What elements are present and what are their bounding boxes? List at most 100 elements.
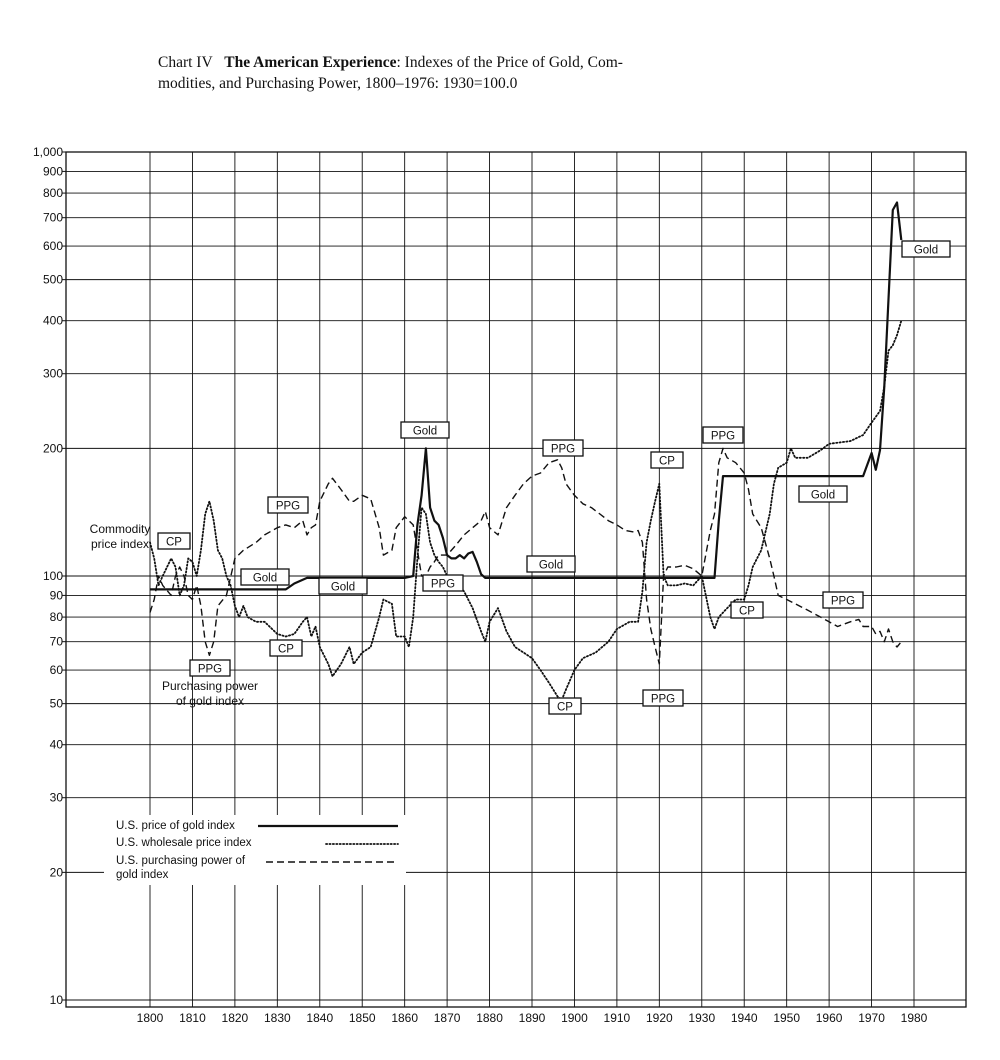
annotation-cp: CP — [157, 532, 191, 550]
legend-label: U.S. price of gold index — [116, 820, 235, 832]
annotation-box — [822, 591, 864, 609]
y-tick-label: 900 — [43, 164, 63, 178]
annotation-ppg: PPG — [422, 574, 464, 592]
legend-label: U.S. wholesale price index — [116, 837, 252, 849]
x-tick-label: 1880 — [476, 1011, 503, 1025]
annotation-box — [901, 240, 951, 258]
annotation-text: PPG — [198, 664, 222, 676]
x-tick-label: 1940 — [731, 1011, 758, 1025]
series-lines — [149, 201, 903, 701]
y-tick-label: 200 — [43, 441, 63, 455]
x-tick-label: 1920 — [646, 1011, 673, 1025]
ppg-label-line2: of gold index — [176, 694, 244, 708]
y-tick-label: 800 — [43, 186, 63, 200]
annotation-text: Gold — [253, 573, 277, 585]
annotation-box — [730, 601, 764, 619]
annotation-text: PPG — [551, 444, 575, 456]
annotation-box — [702, 426, 744, 444]
legend-entry: U.S. purchasing power of gold index — [116, 855, 398, 881]
annotation-gold: Gold — [400, 421, 450, 439]
annotation-ppg: PPG — [702, 426, 744, 444]
annotation-box — [798, 485, 848, 503]
annotation-gold: Gold — [798, 485, 848, 503]
annotation-text: CP — [278, 644, 294, 656]
x-tick-label: 1820 — [222, 1011, 249, 1025]
annotation-box — [318, 577, 368, 595]
annotation-ppg: PPG — [267, 496, 309, 514]
y-tick-label: 10 — [50, 993, 64, 1007]
legend-entry: U.S. wholesale price index — [116, 837, 399, 849]
ppg-label-line1: Purchasing power — [162, 679, 258, 693]
annotation-box — [157, 532, 191, 550]
annotation-text: Gold — [811, 490, 835, 502]
y-tick-label: 600 — [43, 239, 63, 253]
y-tick-label: 1,000 — [33, 145, 63, 159]
plot-frame — [65, 151, 967, 1008]
annotation-text: PPG — [276, 501, 300, 513]
y-tick-label: 50 — [50, 697, 64, 711]
x-tick-label: 1910 — [604, 1011, 631, 1025]
y-tick-label: 300 — [43, 367, 63, 381]
x-tick-label: 1960 — [816, 1011, 843, 1025]
x-tick-label: 1830 — [264, 1011, 291, 1025]
annotation-ppg: PPG — [822, 591, 864, 609]
annotation-text: Gold — [914, 245, 938, 257]
annotation-box — [422, 574, 464, 592]
annotation-gold: Gold — [526, 555, 576, 573]
x-tick-label: 1970 — [858, 1011, 885, 1025]
x-tick-label: 1900 — [561, 1011, 588, 1025]
annotation-text: CP — [659, 456, 675, 468]
annotation-box — [650, 451, 684, 469]
annotation-text: PPG — [711, 431, 735, 443]
x-tick-label: 1860 — [391, 1011, 418, 1025]
x-tick-label: 1800 — [137, 1011, 164, 1025]
annotation-text: CP — [166, 537, 182, 549]
commodity-price-label-line2: price index — [91, 537, 149, 551]
annotation-gold: Gold — [240, 568, 290, 586]
x-tick-label: 1980 — [901, 1011, 928, 1025]
annotation-text: Gold — [539, 560, 563, 572]
y-tick-label: 100 — [43, 569, 63, 583]
annotation-text: Gold — [413, 426, 437, 438]
purchasing-power-line — [149, 447, 902, 665]
x-tick-label: 1870 — [434, 1011, 461, 1025]
annotation-cp: CP — [548, 697, 582, 715]
y-tick-label: 700 — [43, 211, 63, 225]
annotation-text: CP — [557, 702, 573, 714]
annotation-box — [189, 659, 231, 677]
annotation-text: PPG — [431, 579, 455, 591]
annotation-gold: Gold — [318, 577, 368, 595]
annotation-box — [240, 568, 290, 586]
annotation-text: PPG — [831, 596, 855, 608]
x-tick-label: 1850 — [349, 1011, 376, 1025]
annotation-cp: CP — [730, 601, 764, 619]
x-tick-label: 1890 — [519, 1011, 546, 1025]
y-tick-label: 30 — [50, 791, 64, 805]
annotation-ppg: PPG — [542, 439, 584, 457]
legend: U.S. price of gold index U.S. wholesale p… — [104, 815, 406, 885]
chart-title-rest: : Indexes of the Price of Gold, Com- — [396, 54, 623, 71]
chart-title-line2: modities, and Purchasing Power, 1800–197… — [158, 75, 518, 92]
wholesale-price-line — [149, 319, 903, 701]
chart-title-bold: The American Experience — [224, 54, 397, 71]
y-tick-label: 80 — [50, 610, 64, 624]
annotation-box — [642, 689, 684, 707]
y-tick-label: 60 — [50, 663, 64, 677]
legend-entry: U.S. price of gold index — [116, 820, 398, 832]
annotation-box — [267, 496, 309, 514]
legend-label-line2: gold index — [116, 869, 169, 881]
annotation-box — [526, 555, 576, 573]
annotation-gold: Gold — [901, 240, 951, 258]
y-tick-label: 20 — [50, 865, 64, 879]
x-tick-label: 1930 — [688, 1011, 715, 1025]
y-tick-label: 70 — [50, 635, 64, 649]
axes — [62, 151, 967, 1008]
legend-label-line1: U.S. purchasing power of — [116, 855, 246, 867]
annotation-ppg: PPG — [642, 689, 684, 707]
commodity-price-label-line1: Commodity — [90, 522, 151, 536]
tick-labels: 1800 1810 1820 1830 1840 1850 1860 1870 1880 1890… — [33, 145, 928, 1025]
annotation-cp: CP — [269, 639, 303, 657]
annotation-box — [269, 639, 303, 657]
